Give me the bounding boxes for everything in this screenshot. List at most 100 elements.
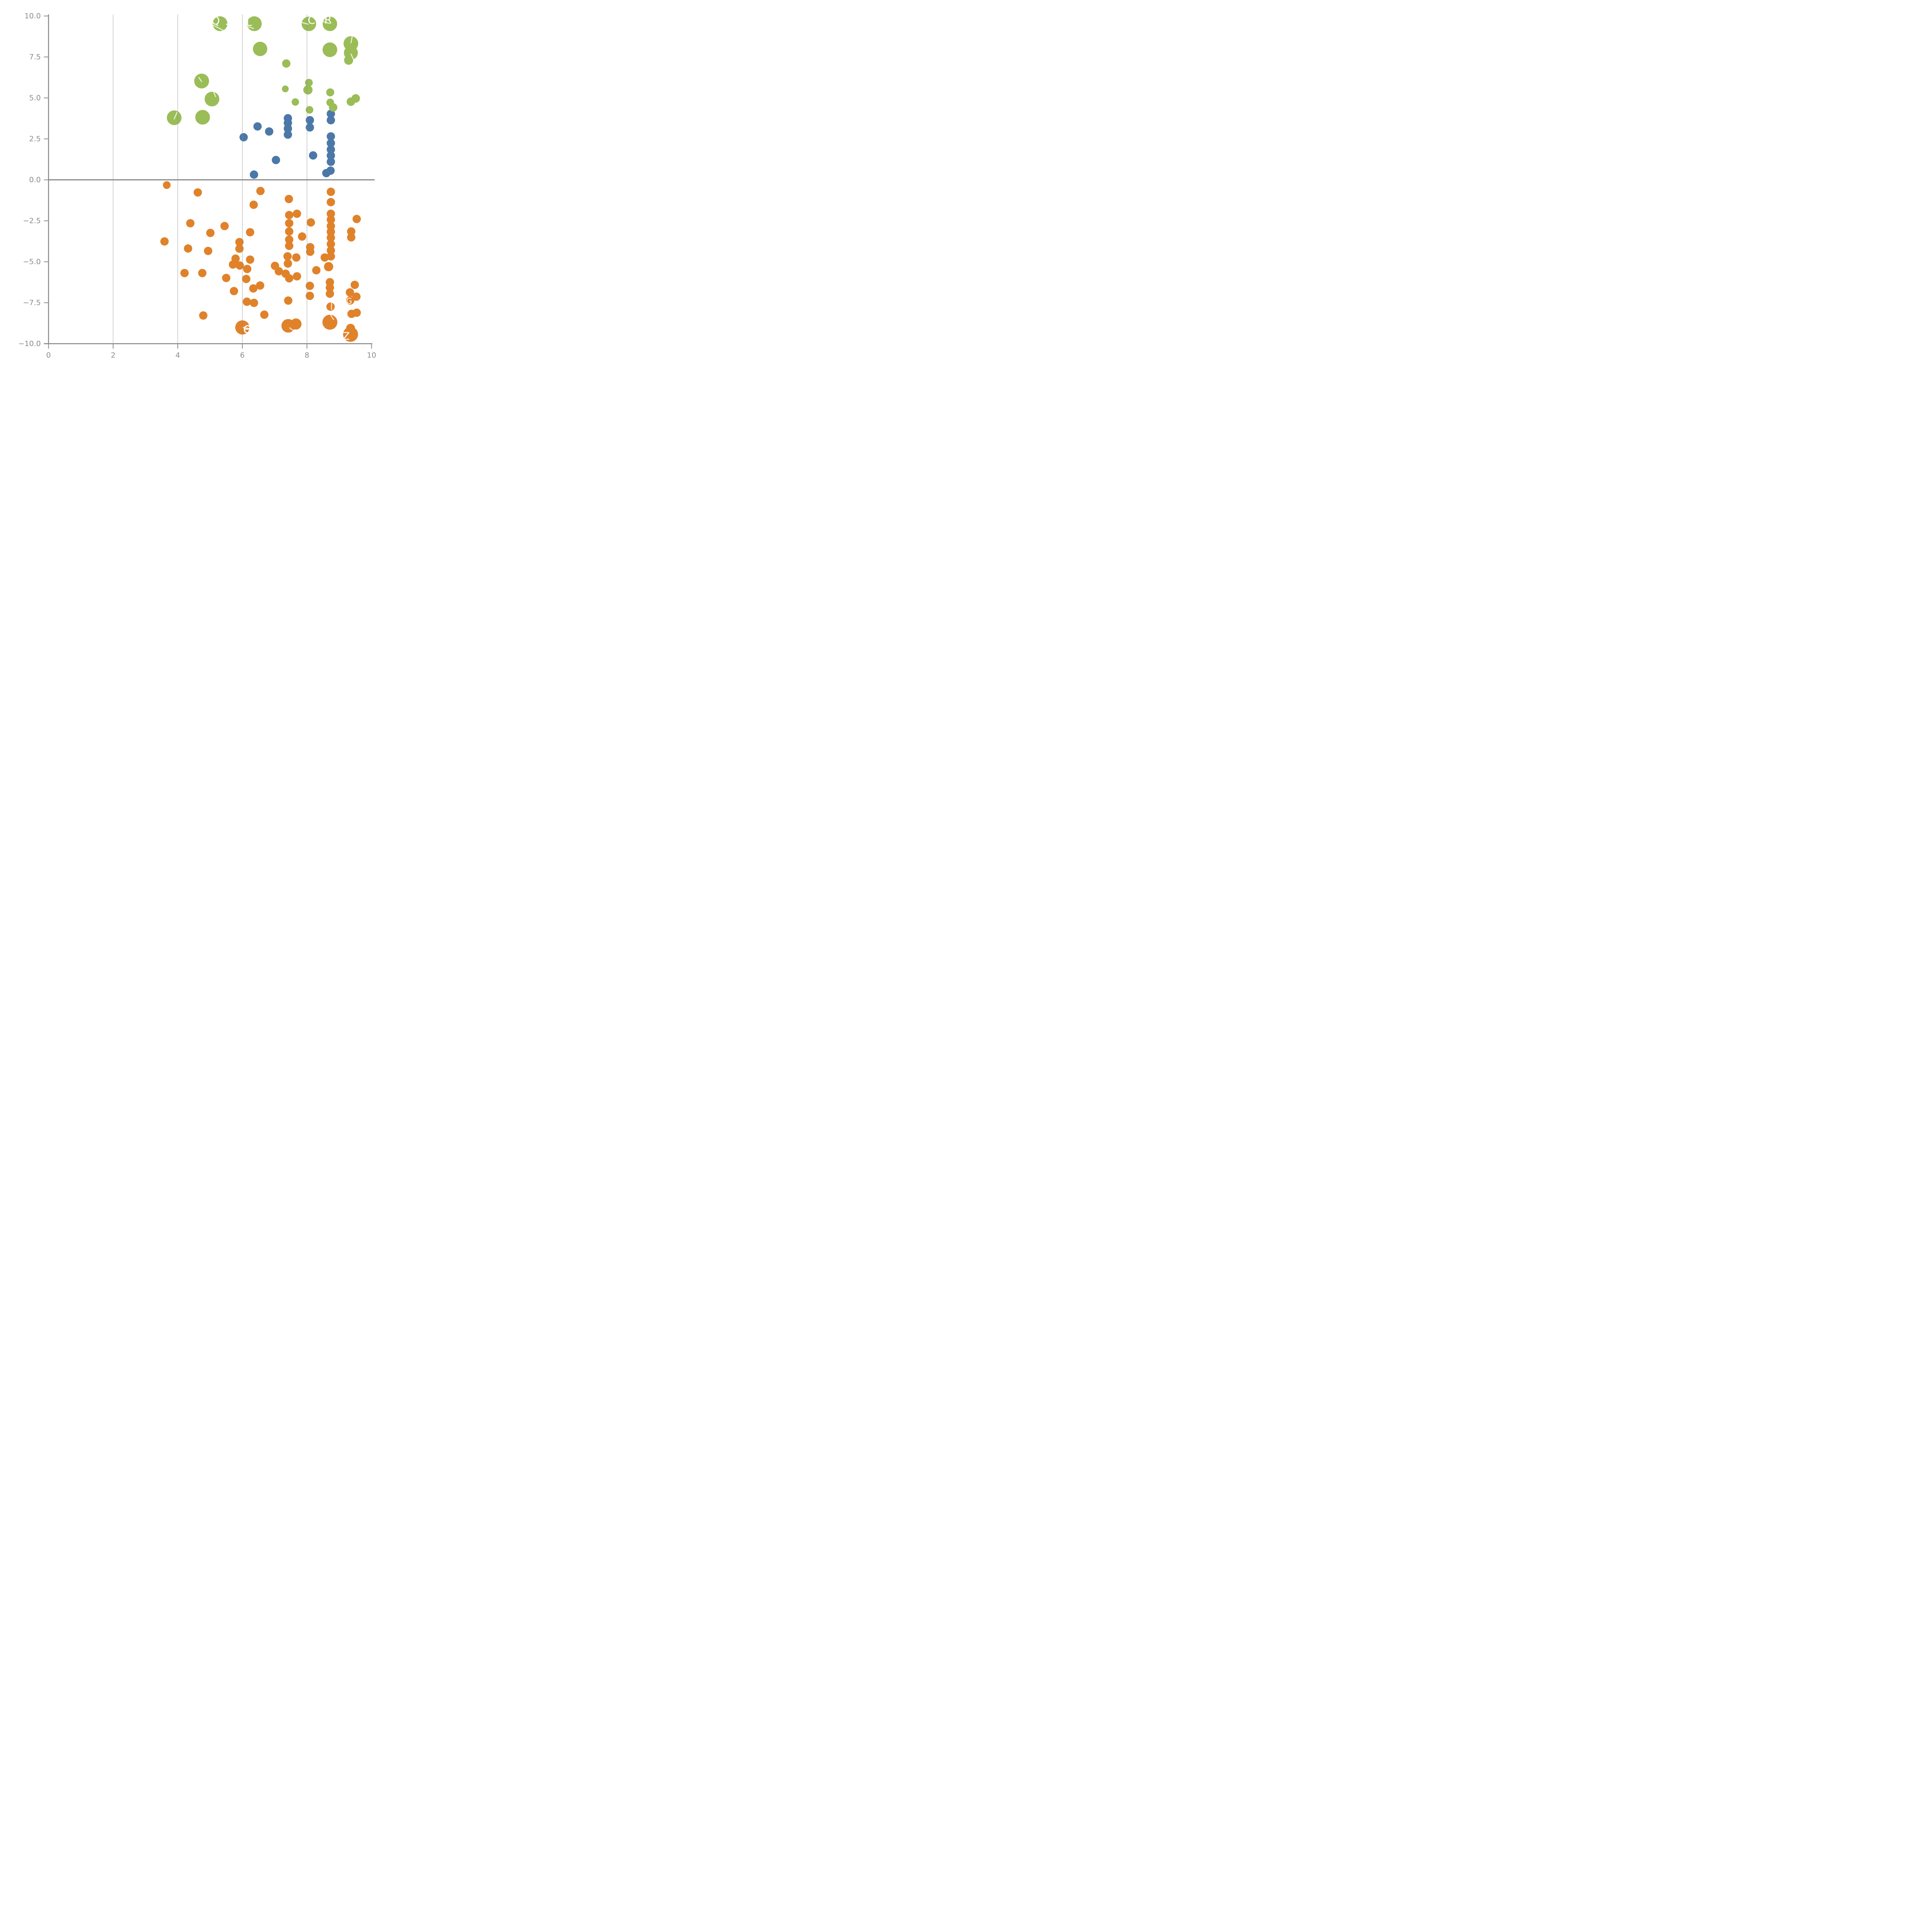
orange-bubbles-point-23 [160,237,169,246]
y-tick-label-2.5: 2.5 [29,134,41,143]
blue-medium-bubbles-point-13 [327,116,335,124]
orange-bubbles-point-37 [283,252,292,261]
orange-bubbles-point-50 [198,269,207,277]
blue-medium-bubbles-point-12 [327,109,335,118]
orange-bubbles-point-36 [347,233,355,242]
green-large-bubbles-point-4 [253,42,267,56]
green-large-bubbles-point-2 [301,16,316,31]
bubble-stroke-mark-2 [301,22,309,25]
x-tick-label-4: 4 [175,351,180,359]
blue-medium-bubbles-point-3 [265,127,274,136]
orange-bubbles-point-73 [199,311,207,320]
green-large-bubbles-point-18 [291,98,299,106]
orange-bubbles-point-38 [292,253,301,262]
x-tick-label-0: 0 [46,351,51,359]
orange-bubbles-point-7 [285,211,294,219]
blue-medium-bubbles-point-8 [284,130,292,139]
blue-medium-bubbles-point-0 [239,133,248,141]
orange-bubbles-point-64 [350,281,359,289]
orange-bubbles-point-79 [290,318,302,330]
bubble-stroke-mark-7 [213,90,216,97]
bubble-label-Z: Z [343,330,350,342]
orange-bubbles-point-49 [180,269,189,277]
orange-bubbles-point-32 [204,247,213,255]
bubble-stroke-mark-1 [247,26,254,29]
blue-medium-bubbles-point-1 [250,170,259,179]
orange-bubbles-point-58 [256,281,264,290]
green-large-bubbles-point-21 [329,103,338,112]
orange-bubbles-point-13 [327,209,335,218]
orange-bubbles-point-80 [322,315,338,330]
orange-bubbles-point-10 [220,222,229,230]
blue-medium-bubbles-point-20 [322,169,331,177]
orange-bubbles-point-59 [230,287,238,296]
green-large-bubbles-point-13 [195,110,210,125]
x-tick-label-2: 2 [111,351,116,359]
bubble-label-R: R [324,13,332,26]
bubble-label-G: G [346,296,352,306]
orange-bubbles-point-31 [184,244,192,253]
y-tick-label-10.0: 10.0 [24,12,41,20]
orange-bubbles-point-9 [186,219,195,228]
green-large-bubbles-point-19 [306,106,313,114]
orange-bubbles-point-18 [327,240,335,248]
orange-bubbles-point-55 [285,274,294,283]
orange-bubbles-point-27 [285,227,294,236]
bubble-stroke-mark-3 [322,21,330,24]
orange-bubbles-point-67 [346,296,355,305]
orange-bubbles-point-53 [274,267,283,276]
orange-bubbles-point-19 [327,246,335,255]
orange-bubbles-point-35 [347,227,355,236]
orange-bubbles-point-5 [249,201,258,209]
orange-bubbles-point-1 [194,188,202,197]
x-tick-label-10: 10 [367,351,376,359]
blue-medium-bubbles-point-2 [253,122,262,131]
orange-bubbles-point-71 [306,291,314,300]
orange-bubbles-point-41 [246,255,255,264]
y-tick-label-7.5: 7.5 [29,53,41,61]
blue-medium-bubbles-point-18 [327,157,335,166]
scatter-plot-figure: 10.0 7.5 5.0 2.5 0.0 −2.5 −5.0 −7.5 −10.0 0 2 4 6 8 10… [0,0,386,386]
orange-bubbles-point-6 [327,198,335,206]
green-large-bubbles-point-14 [282,85,289,92]
y-tick-label-−7.5: −7.5 [23,298,41,307]
orange-bubbles-point-60 [306,281,314,290]
orange-bubbles-point-21 [246,228,255,236]
orange-bubbles-point-48 [312,266,321,275]
bubble-stroke-mark-8 [173,112,178,120]
orange-bubbles-point-65 [345,288,354,297]
blue-medium-bubbles-point-10 [306,123,314,132]
blue-medium-bubbles-point-11 [309,151,318,160]
orange-bubbles-point-68 [243,298,251,306]
y-tick-label-5.0: 5.0 [29,94,41,102]
bubble-stroke-mark-6 [198,77,202,82]
orange-bubbles-point-51 [222,274,231,282]
orange-bubbles-point-43 [235,261,244,270]
green-large-bubbles-point-23 [347,97,355,106]
green-large-bubbles-point-16 [303,85,313,95]
orange-bubbles-point-22 [206,228,215,237]
orange-bubbles-point-0 [163,181,171,189]
orange-bubbles-point-72 [326,302,335,311]
bubble-label-C: C [308,14,315,27]
y-tick-label-−5.0: −5.0 [23,257,41,266]
green-large-bubbles-point-8 [344,56,354,65]
orange-bubbles-point-24 [235,238,244,247]
orange-bubbles-point-76 [352,308,361,317]
orange-bubbles-point-45 [284,259,292,268]
bubble-stroke-mark-0 [212,24,225,31]
orange-bubbles-point-4 [284,195,293,203]
bubble-label-L: L [246,15,252,28]
bubble-stroke-mark-4 [350,36,353,43]
orange-bubbles-point-14 [327,215,335,224]
bubble-stroke-mark-5 [350,53,354,61]
orange-bubbles-point-44 [243,265,252,273]
x-tick-label-6: 6 [240,351,245,359]
blue-medium-bubbles-point-14 [327,132,335,141]
bubble-scatter-chart: 10.0 7.5 5.0 2.5 0.0 −2.5 −5.0 −7.5 −10.0 0 2 4 6 8 10… [18,12,376,359]
orange-bubbles-point-62 [325,283,334,292]
orange-bubbles-point-29 [285,242,294,250]
orange-bubbles-point-82 [343,327,358,342]
orange-bubbles-point-30 [298,232,306,241]
blue-medium-bubbles-point-17 [327,151,335,160]
